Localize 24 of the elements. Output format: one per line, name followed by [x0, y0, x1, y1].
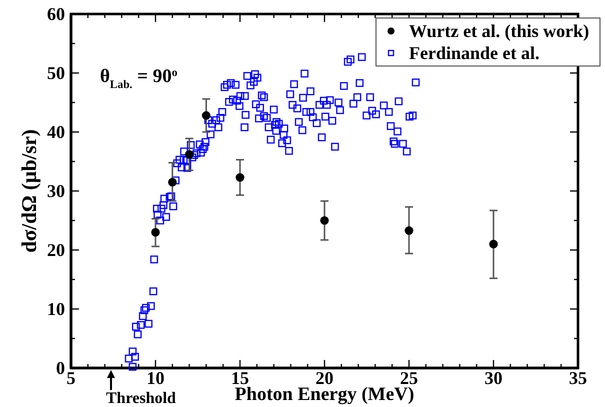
- point: [151, 228, 160, 237]
- y-tick-label: 50: [47, 62, 65, 83]
- point: [404, 226, 414, 235]
- point: [320, 216, 329, 225]
- y-axis-title: dσ/dΩ (μb/sr): [17, 129, 41, 253]
- point: [185, 150, 194, 159]
- x-tick-label: 30: [484, 368, 502, 388]
- legend-label: Ferdinande et al.: [409, 43, 540, 63]
- y-tick-label: 30: [47, 180, 65, 201]
- point: [202, 111, 210, 120]
- x-tick-label: 35: [569, 368, 587, 388]
- y-tick-label: 20: [47, 240, 65, 260]
- text: Threshold: [106, 390, 176, 407]
- legend-label: Wurtz et al. (this work): [409, 21, 590, 41]
- x-tick-label: 5: [66, 368, 76, 388]
- point: [168, 178, 177, 186]
- y-tick-label: 10: [47, 298, 65, 319]
- y-tick-label: 40: [47, 122, 65, 142]
- y-tick-label: 0: [56, 358, 65, 378]
- point: [236, 173, 244, 182]
- point: [489, 240, 498, 248]
- y-tick-label: 60: [47, 4, 65, 24]
- x-tick-label: 10: [146, 368, 164, 388]
- annotation: θ$_{Lab.}$ = 90$^{o}$: [100, 66, 178, 91]
